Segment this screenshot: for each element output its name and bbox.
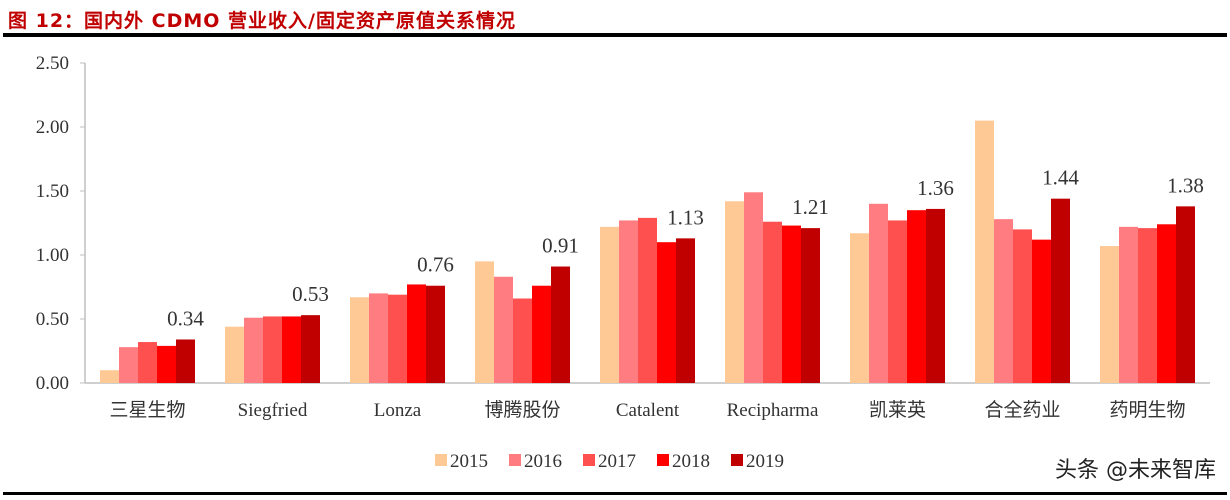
legend-swatch-2015 xyxy=(435,454,447,466)
bar-2016 xyxy=(244,317,263,383)
data-label: 0.76 xyxy=(417,253,454,277)
bar-2018 xyxy=(407,284,426,383)
bar-2017 xyxy=(1138,228,1157,383)
legend-swatch-2019 xyxy=(731,454,743,466)
legend-label: 2018 xyxy=(672,451,710,472)
y-tick-label: 2.00 xyxy=(36,117,69,138)
y-tick-label: 2.50 xyxy=(36,53,69,74)
legend-swatch-2016 xyxy=(509,454,521,466)
legend-label: 2016 xyxy=(524,451,562,472)
bar-2018 xyxy=(532,285,551,383)
bar-2015 xyxy=(975,120,994,383)
data-label: 1.13 xyxy=(667,205,704,229)
x-tick-label: Lonza xyxy=(374,400,422,421)
bar-2015 xyxy=(600,226,619,383)
legend-label: 2019 xyxy=(746,451,784,472)
bar-2019 xyxy=(1051,198,1070,383)
bar-2015 xyxy=(225,326,244,383)
legend-label: 2015 xyxy=(450,451,488,472)
data-label: 1.44 xyxy=(1042,166,1079,190)
data-label: 1.21 xyxy=(792,195,829,219)
bar-2018 xyxy=(782,225,801,383)
bar-2016 xyxy=(1119,226,1138,383)
bar-2018 xyxy=(907,210,926,383)
x-tick-label: Siegfried xyxy=(238,400,308,421)
legend-swatch-2017 xyxy=(583,454,595,466)
bar-2019 xyxy=(926,208,945,383)
bar-2017 xyxy=(1013,229,1032,383)
bar-2019 xyxy=(1176,206,1195,383)
legend-swatch-2018 xyxy=(657,454,669,466)
y-tick-label: 1.50 xyxy=(36,181,69,202)
bar-2016 xyxy=(494,276,513,383)
bar-2018 xyxy=(282,316,301,383)
bar-2016 xyxy=(369,293,388,383)
bar-2015 xyxy=(475,261,494,383)
bar-2017 xyxy=(138,342,157,383)
bar-2015 xyxy=(1100,246,1119,383)
title-divider xyxy=(3,33,1227,37)
bar-2019 xyxy=(426,285,445,383)
data-label: 1.38 xyxy=(1167,173,1204,197)
watermark: 头条 @未来智库 xyxy=(1055,458,1216,483)
x-tick-label: 三星生物 xyxy=(109,399,185,421)
bar-2016 xyxy=(744,192,763,383)
figure-title: 图 12：国内外 CDMO 营业收入/固定资产原值关系情况 xyxy=(8,10,516,32)
bar-2018 xyxy=(1032,239,1051,383)
x-tick-label: 合全药业 xyxy=(984,399,1060,421)
bar-2015 xyxy=(725,201,744,383)
bar-2017 xyxy=(513,298,532,383)
bar-2019 xyxy=(176,339,195,383)
bar-2018 xyxy=(1157,224,1176,383)
bar-2017 xyxy=(638,217,657,383)
bar-2019 xyxy=(551,266,570,383)
bar-2016 xyxy=(119,347,138,383)
bar-2019 xyxy=(676,238,695,383)
bar-2019 xyxy=(301,315,320,383)
x-tick-label: 凯莱英 xyxy=(869,399,926,421)
data-label: 1.36 xyxy=(917,176,954,200)
y-tick-label: 1.00 xyxy=(36,245,69,266)
bar-2015 xyxy=(100,370,119,383)
bar-2017 xyxy=(263,316,282,383)
x-tick-label: Catalent xyxy=(616,400,680,421)
bar-2015 xyxy=(350,297,369,383)
bar-2017 xyxy=(763,221,782,383)
data-label: 0.34 xyxy=(167,306,204,330)
y-tick-label: 0.00 xyxy=(36,373,69,394)
bar-2016 xyxy=(994,219,1013,383)
legend-label: 2017 xyxy=(598,451,636,472)
y-tick-label: 0.50 xyxy=(36,309,69,330)
bar-2017 xyxy=(388,294,407,383)
bar-2018 xyxy=(657,242,676,383)
bar-2017 xyxy=(888,220,907,383)
bar-2018 xyxy=(157,345,176,383)
x-tick-label: 药明生物 xyxy=(1109,399,1185,421)
bar-2016 xyxy=(869,203,888,383)
data-label: 0.53 xyxy=(292,282,329,306)
x-tick-label: Recipharma xyxy=(727,400,819,421)
data-label: 0.91 xyxy=(542,234,579,258)
x-tick-label: 博腾股份 xyxy=(484,399,560,421)
bar-2016 xyxy=(619,220,638,383)
bar-2019 xyxy=(801,228,820,383)
bar-2015 xyxy=(850,233,869,383)
bottom-divider xyxy=(3,492,1227,495)
